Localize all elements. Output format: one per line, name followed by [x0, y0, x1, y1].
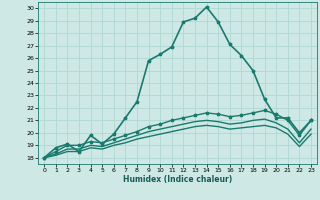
X-axis label: Humidex (Indice chaleur): Humidex (Indice chaleur): [123, 175, 232, 184]
